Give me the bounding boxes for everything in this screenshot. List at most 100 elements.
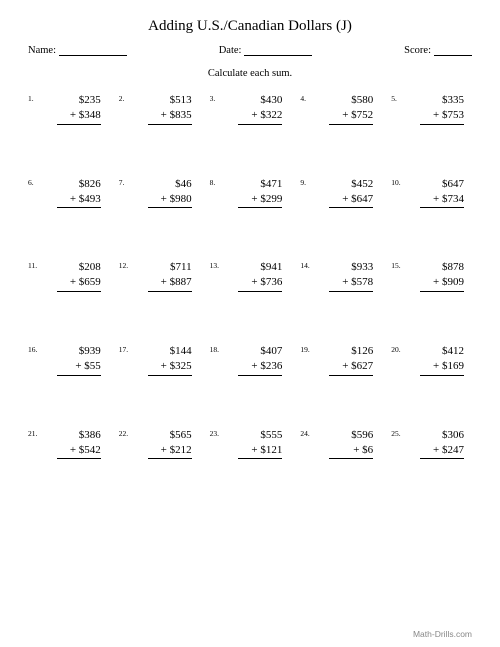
addend-top: $208 <box>40 260 101 275</box>
date-field: Date: <box>219 45 313 56</box>
problem-body: $647+ $734 <box>403 177 472 209</box>
problem-number: 13. <box>210 260 222 270</box>
problem: 12.$711+ $887 <box>119 260 200 292</box>
problem: 22.$565+ $212 <box>119 428 200 460</box>
problem: 16.$939+ $55 <box>28 344 109 376</box>
problem-body: $513+ $835 <box>131 93 200 125</box>
problem: 8.$471+ $299 <box>210 177 291 209</box>
problem-body: $471+ $299 <box>222 177 291 209</box>
problem-body: $878+ $909 <box>403 260 472 292</box>
problem-number: 17. <box>119 344 131 354</box>
addend-top: $430 <box>222 93 283 108</box>
problem-number: 6. <box>28 177 40 187</box>
problem: 13.$941+ $736 <box>210 260 291 292</box>
problem-number: 18. <box>210 344 222 354</box>
problem: 10.$647+ $734 <box>391 177 472 209</box>
problem: 3.$430+ $322 <box>210 93 291 125</box>
problem-body: $335+ $753 <box>403 93 472 125</box>
addend-top: $407 <box>222 344 283 359</box>
addend-top: $335 <box>403 93 464 108</box>
score-field: Score: <box>404 45 472 56</box>
problem-body: $555+ $121 <box>222 428 291 460</box>
problem-body: $306+ $247 <box>403 428 472 460</box>
addend-bottom: + $169 <box>403 359 464 376</box>
addend-bottom: + $578 <box>312 275 373 292</box>
addend-bottom: + $980 <box>131 192 192 209</box>
problem: 23.$555+ $121 <box>210 428 291 460</box>
problem-body: $430+ $322 <box>222 93 291 125</box>
addend-bottom: + $322 <box>222 108 283 125</box>
name-blank[interactable] <box>59 45 127 56</box>
problem-number: 2. <box>119 93 131 103</box>
name-field: Name: <box>28 45 127 56</box>
addend-top: $452 <box>312 177 373 192</box>
addend-bottom: + $212 <box>131 443 192 460</box>
problem: 14.$933+ $578 <box>300 260 381 292</box>
addend-bottom: + $909 <box>403 275 464 292</box>
addend-top: $306 <box>403 428 464 443</box>
problem-body: $939+ $55 <box>40 344 109 376</box>
problem-number: 25. <box>391 428 403 438</box>
problem: 15.$878+ $909 <box>391 260 472 292</box>
addend-bottom: + $734 <box>403 192 464 209</box>
problem-number: 21. <box>28 428 40 438</box>
problem-number: 15. <box>391 260 403 270</box>
problem-number: 10. <box>391 177 403 187</box>
problem-number: 20. <box>391 344 403 354</box>
addend-top: $596 <box>312 428 373 443</box>
problem-body: $144+ $325 <box>131 344 200 376</box>
addend-top: $711 <box>131 260 192 275</box>
problem-number: 8. <box>210 177 222 187</box>
problem-body: $596+ $6 <box>312 428 381 460</box>
problem-number: 22. <box>119 428 131 438</box>
addend-top: $826 <box>40 177 101 192</box>
problem: 24.$596+ $6 <box>300 428 381 460</box>
problem-body: $386+ $542 <box>40 428 109 460</box>
addend-bottom: + $325 <box>131 359 192 376</box>
problem: 25.$306+ $247 <box>391 428 472 460</box>
problem-number: 3. <box>210 93 222 103</box>
problem: 4.$580+ $752 <box>300 93 381 125</box>
problem-body: $826+ $493 <box>40 177 109 209</box>
problem-body: $565+ $212 <box>131 428 200 460</box>
problem-body: $580+ $752 <box>312 93 381 125</box>
addend-top: $580 <box>312 93 373 108</box>
problem: 2.$513+ $835 <box>119 93 200 125</box>
addend-top: $412 <box>403 344 464 359</box>
problem-number: 5. <box>391 93 403 103</box>
addend-top: $878 <box>403 260 464 275</box>
addend-top: $555 <box>222 428 283 443</box>
problem: 18.$407+ $236 <box>210 344 291 376</box>
date-label: Date: <box>219 45 242 56</box>
problem-body: $711+ $887 <box>131 260 200 292</box>
addend-top: $941 <box>222 260 283 275</box>
addend-bottom: + $753 <box>403 108 464 125</box>
addend-bottom: + $627 <box>312 359 373 376</box>
instructions: Calculate each sum. <box>28 68 472 79</box>
score-blank[interactable] <box>434 45 472 56</box>
problem: 11.$208+ $659 <box>28 260 109 292</box>
addend-top: $144 <box>131 344 192 359</box>
addend-top: $565 <box>131 428 192 443</box>
addend-top: $647 <box>403 177 464 192</box>
problem-body: $235+ $348 <box>40 93 109 125</box>
footer-credit: Math-Drills.com <box>413 629 472 639</box>
date-blank[interactable] <box>244 45 312 56</box>
problem-number: 4. <box>300 93 312 103</box>
problem-body: $452+ $647 <box>312 177 381 209</box>
addend-bottom: + $736 <box>222 275 283 292</box>
addend-bottom: + $348 <box>40 108 101 125</box>
problem-body: $941+ $736 <box>222 260 291 292</box>
problem-number: 14. <box>300 260 312 270</box>
problem: 17.$144+ $325 <box>119 344 200 376</box>
problem-number: 9. <box>300 177 312 187</box>
problem-number: 7. <box>119 177 131 187</box>
problem-body: $46+ $980 <box>131 177 200 209</box>
problem-body: $407+ $236 <box>222 344 291 376</box>
addend-bottom: + $659 <box>40 275 101 292</box>
addend-bottom: + $299 <box>222 192 283 209</box>
problem: 19.$126+ $627 <box>300 344 381 376</box>
problem: 1.$235+ $348 <box>28 93 109 125</box>
addend-top: $235 <box>40 93 101 108</box>
addend-top: $386 <box>40 428 101 443</box>
